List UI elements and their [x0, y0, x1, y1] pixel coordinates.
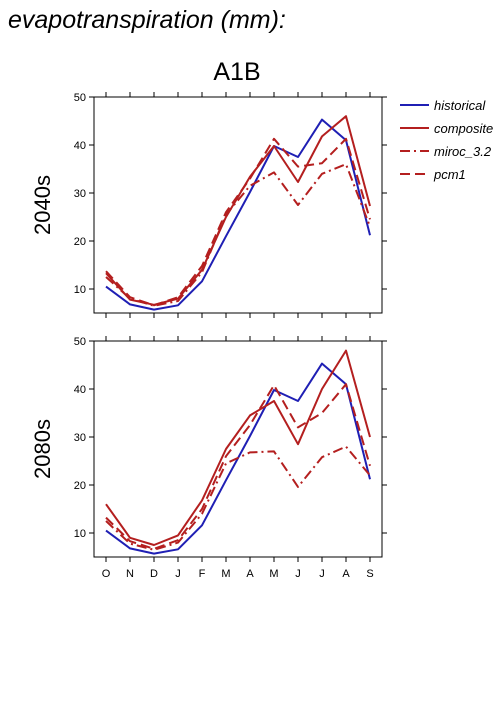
legend-item: composite — [400, 121, 493, 136]
y-tick-label: 40 — [74, 384, 86, 396]
panel-2080s: 10 20 30 40 50 O N D J F M A M J J A S 2080s — [30, 336, 387, 580]
x-tick-label: S — [366, 568, 373, 580]
x-tick-label: J — [175, 568, 181, 580]
series-line-miroc_3.2 — [105, 163, 371, 307]
series-line-composite — [105, 349, 371, 546]
panel-label: 2040s — [30, 175, 55, 235]
y-tick-label: 30 — [74, 432, 86, 444]
y-tick-label: 20 — [74, 480, 86, 492]
panel-2040s: 10 20 30 40 50 2040s — [30, 92, 387, 318]
x-tick-label: D — [150, 568, 158, 580]
legend-label: pcm1 — [433, 167, 466, 182]
panel-label: 2080s — [30, 419, 55, 479]
plot-frame — [93, 96, 383, 314]
x-tick-label: A — [246, 568, 254, 580]
x-tick-label: J — [319, 568, 325, 580]
series-line-historical — [105, 118, 371, 311]
x-tick-label: A — [342, 568, 350, 580]
y-tick-label: 50 — [74, 336, 86, 348]
legend: historical composite miroc_3.2 pcm1 — [400, 98, 493, 182]
x-tick-label: F — [199, 568, 206, 580]
series-line-composite — [105, 115, 371, 306]
x-tick-label: O — [102, 568, 111, 580]
legend-item: miroc_3.2 — [400, 144, 492, 159]
chart-title: A1B — [213, 58, 260, 86]
y-tick-label: 10 — [74, 284, 86, 296]
x-tick-label: J — [295, 568, 301, 580]
legend-label: composite — [434, 121, 493, 136]
series-line-pcm1 — [105, 383, 371, 550]
series-line-pcm1 — [105, 137, 371, 307]
legend-item: historical — [400, 98, 486, 113]
page-title: evapotranspiration (mm): — [8, 6, 286, 34]
legend-label: miroc_3.2 — [434, 144, 492, 159]
y-tick-label: 50 — [74, 92, 86, 104]
legend-label: historical — [434, 98, 486, 113]
series-line-miroc_3.2 — [105, 445, 371, 551]
legend-item: pcm1 — [400, 167, 466, 182]
x-tick-label: N — [126, 568, 134, 580]
x-tick-label: M — [269, 568, 278, 580]
y-tick-label: 10 — [74, 528, 86, 540]
y-tick-label: 20 — [74, 236, 86, 248]
y-tick-label: 30 — [74, 188, 86, 200]
x-tick-label: M — [221, 568, 230, 580]
plot-frame — [93, 340, 383, 558]
y-tick-label: 40 — [74, 140, 86, 152]
